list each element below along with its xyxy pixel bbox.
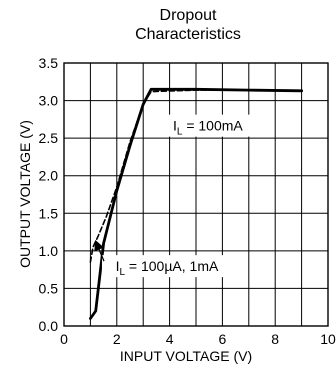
chart-title-line-2: Characteristics — [135, 26, 241, 43]
plot-frame — [63, 62, 329, 327]
y-tick-labels: 0.0 0.5 1.0 1.5 2.0 2.5 3.0 3.5 — [39, 55, 59, 334]
x-tick-label: 8 — [271, 331, 279, 347]
y-tick-label: 0.5 — [39, 280, 59, 296]
annotation-background — [101, 255, 232, 278]
y-tick-label: 0.0 — [39, 318, 59, 334]
grid-lines — [64, 63, 328, 326]
x-tick-label: 10 — [320, 331, 336, 347]
y-tick-label: 2.0 — [39, 168, 59, 184]
x-tick-labels: 0 2 4 6 8 10 — [60, 331, 336, 347]
x-axis-label: INPUT VOLTAGE (V) — [120, 348, 252, 364]
y-tick-label: 1.0 — [39, 243, 59, 259]
y-tick-label: 1.5 — [39, 205, 59, 221]
y-axis-label: OUTPUT VOLTAGE (V) — [17, 120, 33, 268]
y-tick-label: 2.5 — [39, 130, 59, 146]
annotation-arrow — [94, 239, 105, 262]
annotation-100ma: IL = 100mA — [173, 118, 243, 138]
x-tick-label: 2 — [113, 331, 121, 347]
x-tick-label: 4 — [166, 331, 174, 347]
x-tick-label: 0 — [60, 331, 68, 347]
annotations: IL = 100mA IL = 100µA, 1mA — [94, 114, 259, 278]
y-tick-label: 3.5 — [39, 55, 59, 71]
y-tick-label: 3.0 — [39, 93, 59, 109]
series-lines — [89, 87, 304, 320]
annotation-background — [156, 114, 259, 137]
series-line-dashed — [89, 89, 303, 263]
chart-title-line-1: Dropout — [160, 7, 217, 24]
annotation-100ua-1ma: IL = 100µA, 1mA — [116, 258, 219, 278]
x-tick-label: 6 — [219, 331, 227, 347]
